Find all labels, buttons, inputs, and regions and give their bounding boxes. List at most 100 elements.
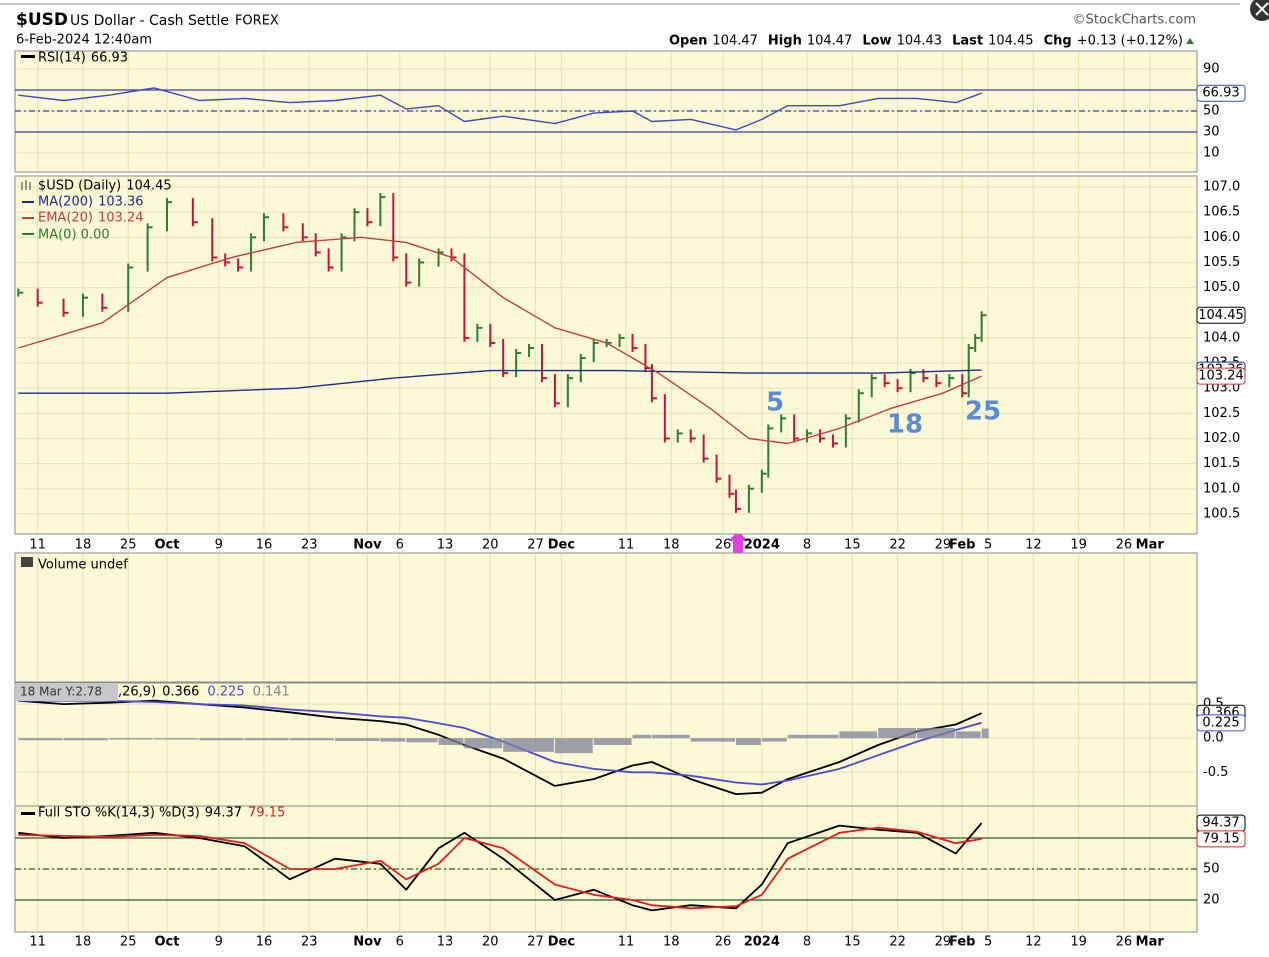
x-tick-label: 20 (482, 538, 499, 553)
histogram-bar (981, 728, 989, 739)
quote-value: 104.45 (988, 34, 1034, 49)
price-bar (566, 374, 569, 408)
price-bar (618, 333, 621, 347)
price-bar (301, 223, 304, 242)
change-arrow (1186, 38, 1194, 44)
x-tick-label: Feb (949, 935, 975, 950)
price-bar (760, 469, 763, 493)
price-bar (857, 389, 860, 423)
y-tick-label: 20 (1203, 893, 1220, 908)
x-tick-label: 19 (1070, 935, 1087, 950)
x-tick-label: 2024 (744, 538, 780, 553)
price-bar (896, 379, 899, 393)
legend-entry-value: 103.24 (98, 211, 144, 226)
y-tick-label: 106.0 (1203, 230, 1240, 245)
y-tick-label: 105.0 (1203, 280, 1240, 295)
value-box-label: 79.15 (1202, 831, 1239, 846)
histogram-bar (438, 738, 464, 745)
price-bar (948, 374, 951, 388)
price-bar (437, 248, 440, 267)
legend-value: 0.141 (253, 685, 290, 700)
x-tick-label: 26 (715, 935, 732, 950)
price-bar (62, 298, 65, 317)
legend-entry: $USD (Daily) (38, 179, 121, 194)
price-bar (191, 198, 194, 227)
y-tick-label: 106.5 (1203, 205, 1240, 220)
x-tick-label: 9 (215, 935, 223, 950)
price-bar (489, 323, 492, 347)
price-bar (844, 414, 847, 448)
legend-icon (21, 557, 33, 567)
overlay-text: 18 Mar Y:2.78 (20, 685, 102, 699)
x-tick-label: 27 (527, 935, 544, 950)
y-tick-label: 105.5 (1203, 255, 1240, 270)
x-tick-label: 6 (396, 935, 404, 950)
legend-title: RSI(14) (38, 51, 86, 66)
x-tick-label: 5 (984, 935, 992, 950)
quote-label: Open (669, 34, 707, 49)
quote-value: 104.47 (807, 34, 853, 49)
x-tick-label: Mar (1136, 538, 1165, 553)
x-tick-label: 29 (935, 935, 952, 950)
legend-icon (21, 55, 35, 58)
price-bar (780, 414, 783, 433)
copyright: ©StockCharts.com (1073, 13, 1196, 28)
histogram-bar (244, 738, 289, 741)
series-line (18, 87, 982, 131)
y-tick-label: 102.0 (1203, 431, 1240, 446)
value-box-label: 66.93 (1202, 86, 1239, 101)
histogram-bar (593, 738, 632, 745)
price-bar (405, 253, 408, 287)
price-bar (237, 258, 240, 272)
x-tick-label: 8 (803, 538, 811, 553)
x-tick-label: 12 (1025, 935, 1042, 950)
histogram-bar (464, 738, 503, 749)
exchange: FOREX (235, 14, 279, 29)
price-bar (101, 293, 104, 312)
x-tick-label: 18 (663, 935, 680, 950)
legend-value: 0.366 (162, 685, 199, 700)
y-tick-label: 101.0 (1203, 481, 1240, 496)
histogram-bar (108, 738, 154, 740)
price-bar (728, 474, 731, 498)
x-tick-label: 15 (844, 935, 861, 950)
y-tick-label: 50 (1203, 862, 1220, 877)
value-box (1196, 367, 1246, 385)
price-bar (418, 258, 421, 287)
x-tick-label: 11 (618, 538, 635, 553)
quote-value: +0.13 (+0.12%) (1077, 34, 1183, 49)
y-tick-label: 50 (1203, 103, 1220, 118)
price-bar (127, 263, 130, 312)
price-bar (644, 343, 647, 373)
histogram-bar (503, 738, 554, 752)
x-tick-label: Nov (353, 935, 382, 950)
value-box-label: 0.225 (1202, 715, 1239, 730)
panel (14, 552, 1198, 683)
panel (14, 175, 1198, 535)
legend-title: Volume undef (38, 558, 128, 573)
histogram-bar (335, 738, 380, 741)
price-bar (579, 354, 582, 383)
value-box (1196, 306, 1246, 324)
histogram-bar (380, 738, 406, 742)
legend-value: 0.225 (207, 685, 244, 700)
histogram-bar (651, 734, 690, 739)
y-tick-label: 0.0 (1203, 731, 1224, 746)
histogram-bar (63, 738, 108, 741)
price-bar (767, 424, 770, 478)
series-line (18, 822, 983, 912)
legend-entry: MA(0) 0.00 (38, 228, 110, 243)
x-tick-label: 13 (437, 538, 454, 553)
annotation: 18 (887, 410, 923, 440)
histogram-bar (18, 738, 63, 741)
price-bar (831, 434, 834, 448)
price-bar (922, 369, 925, 383)
price-bar (747, 484, 750, 513)
close-icon (1255, 2, 1269, 16)
price-bar (819, 429, 822, 443)
overlay-box (16, 683, 118, 701)
y-tick-label: 101.5 (1203, 456, 1240, 471)
histogram-bar (955, 731, 981, 739)
price-bar (36, 288, 39, 307)
